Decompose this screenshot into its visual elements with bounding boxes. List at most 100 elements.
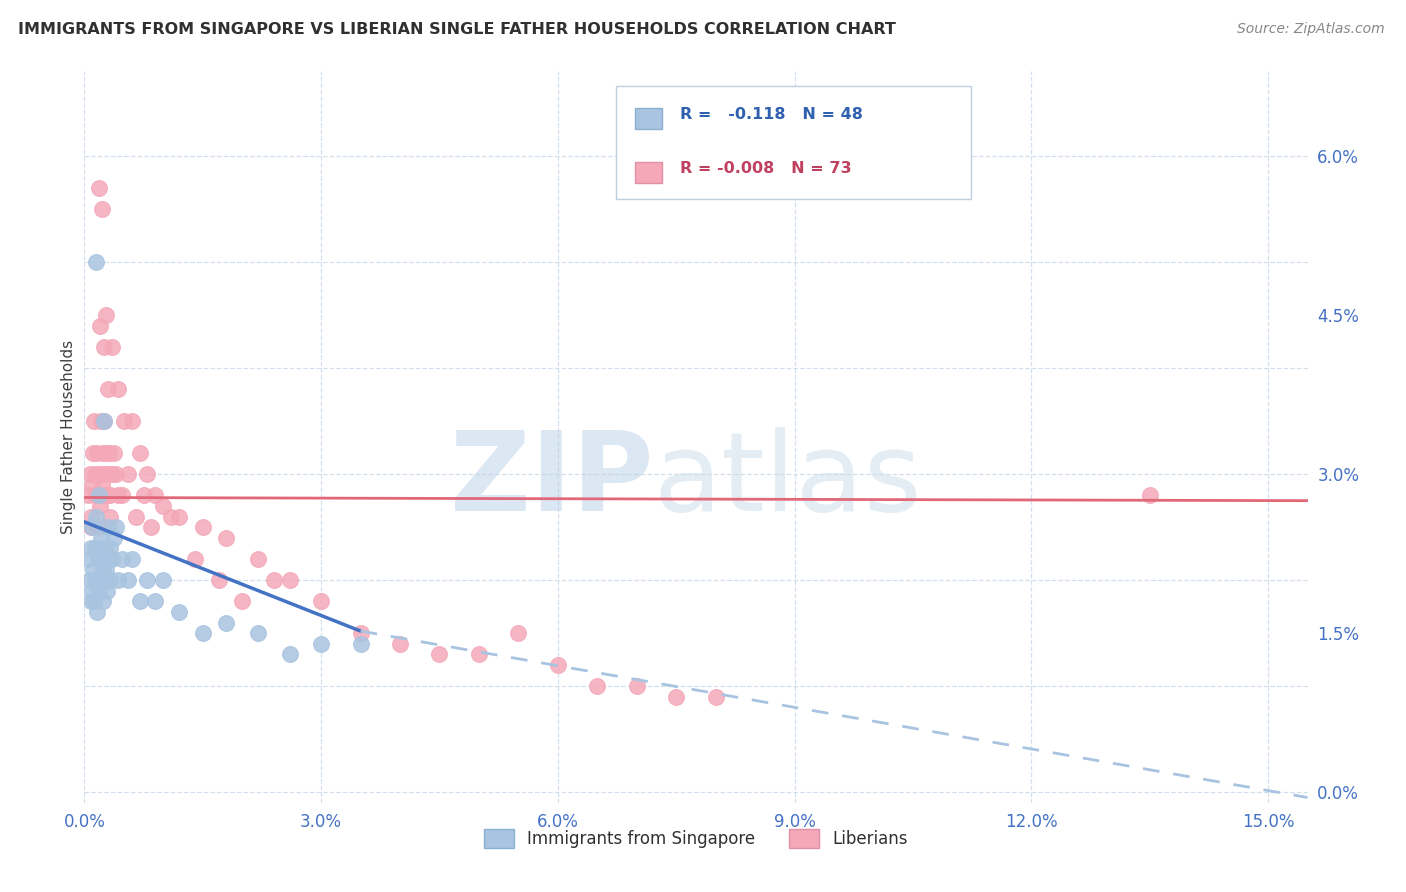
Point: [141, 520, 163, 534]
Point: [97, 467, 120, 482]
Y-axis label: Single Father Households: Single Father Households: [60, 340, 76, 534]
Point: [94, 573, 117, 587]
Point: [82, 477, 104, 491]
Point: [90, 202, 112, 216]
Point: [86, 605, 108, 619]
Point: [104, 520, 127, 534]
Point: [152, 499, 174, 513]
Point: [93, 414, 115, 428]
Point: [96, 488, 118, 502]
Point: [101, 467, 124, 482]
Point: [91, 563, 114, 577]
Point: [231, 594, 253, 608]
FancyBboxPatch shape: [636, 162, 662, 183]
Point: [87, 552, 110, 566]
Point: [107, 383, 129, 397]
Point: [83, 414, 105, 428]
Text: IMMIGRANTS FROM SINGAPORE VS LIBERIAN SINGLE FATHER HOUSEHOLDS CORRELATION CHART: IMMIGRANTS FROM SINGAPORE VS LIBERIAN SI…: [18, 22, 896, 37]
Point: [84, 541, 107, 556]
Point: [96, 308, 118, 322]
Point: [107, 488, 129, 502]
Point: [128, 446, 150, 460]
Point: [93, 340, 115, 354]
Point: [309, 594, 332, 608]
Point: [80, 541, 103, 556]
Point: [124, 509, 146, 524]
Point: [86, 446, 108, 460]
Text: R =   -0.118   N = 48: R = -0.118 N = 48: [681, 107, 863, 121]
Point: [94, 488, 117, 502]
Point: [246, 626, 269, 640]
Point: [90, 552, 112, 566]
Legend: Immigrants from Singapore, Liberians: Immigrants from Singapore, Liberians: [475, 821, 917, 856]
Point: [82, 520, 104, 534]
Point: [89, 573, 111, 587]
Point: [84, 255, 107, 269]
Point: [508, 626, 530, 640]
Point: [87, 488, 110, 502]
Point: [84, 509, 107, 524]
Text: atlas: atlas: [654, 427, 922, 534]
Point: [429, 648, 451, 662]
Point: [100, 573, 122, 587]
Point: [91, 467, 114, 482]
Point: [91, 446, 114, 460]
Point: [79, 467, 101, 482]
Point: [83, 488, 105, 502]
Point: [349, 637, 371, 651]
FancyBboxPatch shape: [616, 86, 972, 200]
Point: [246, 552, 269, 566]
Point: [84, 488, 107, 502]
Point: [97, 552, 120, 566]
Point: [136, 573, 159, 587]
Point: [101, 340, 124, 354]
Point: [97, 383, 120, 397]
Point: [111, 488, 134, 502]
Point: [191, 626, 214, 640]
Point: [626, 679, 648, 693]
Point: [98, 488, 121, 502]
Point: [82, 563, 104, 577]
Point: [89, 499, 111, 513]
Point: [104, 467, 127, 482]
Point: [160, 509, 183, 524]
Text: ZIP: ZIP: [450, 427, 654, 534]
Point: [145, 594, 167, 608]
Point: [98, 541, 121, 556]
Point: [80, 520, 103, 534]
Point: [278, 573, 301, 587]
Point: [1139, 488, 1161, 502]
Point: [79, 509, 101, 524]
Point: [89, 318, 111, 333]
Point: [121, 414, 143, 428]
Point: [90, 414, 112, 428]
Point: [101, 552, 124, 566]
Point: [96, 563, 118, 577]
Point: [121, 552, 143, 566]
Point: [152, 573, 174, 587]
Point: [207, 573, 229, 587]
Point: [77, 488, 100, 502]
Point: [117, 573, 139, 587]
Point: [389, 637, 412, 651]
Point: [468, 648, 491, 662]
Point: [91, 594, 114, 608]
Point: [349, 626, 371, 640]
Point: [117, 467, 139, 482]
Point: [87, 520, 110, 534]
Point: [132, 488, 155, 502]
Point: [90, 477, 112, 491]
Point: [87, 181, 110, 195]
Point: [84, 467, 107, 482]
Point: [89, 583, 111, 598]
Point: [82, 583, 104, 598]
Point: [100, 509, 122, 524]
Point: [83, 573, 105, 587]
Point: [263, 573, 285, 587]
Point: [79, 594, 101, 608]
Point: [87, 488, 110, 502]
Point: [191, 520, 214, 534]
Point: [665, 690, 688, 704]
Point: [89, 467, 111, 482]
Point: [94, 541, 117, 556]
